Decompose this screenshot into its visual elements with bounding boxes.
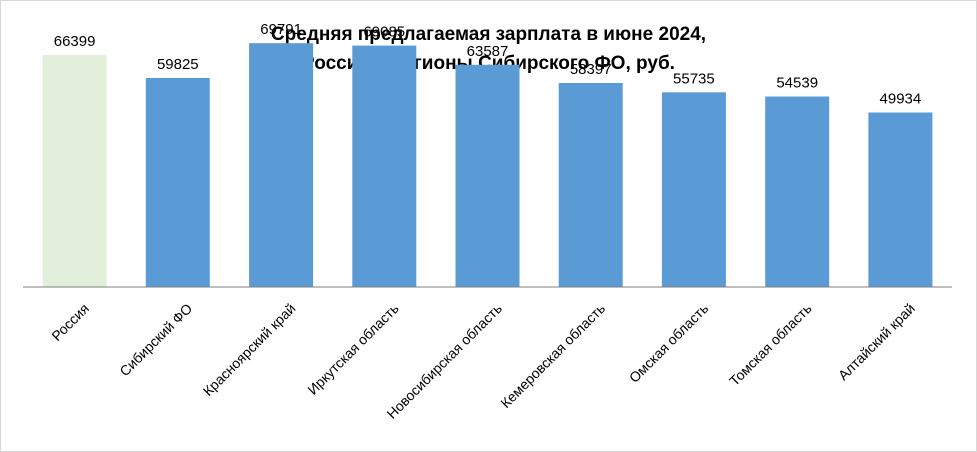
data-label-8: 54539 <box>776 75 818 92</box>
data-label-9: 49934 <box>880 91 922 108</box>
data-label-5: 63587 <box>467 43 509 60</box>
data-label-4: 69085 <box>363 24 405 41</box>
category-label-7: Омская область <box>626 300 712 386</box>
data-label-1: 66399 <box>54 33 96 50</box>
data-label-3: 69791 <box>260 21 302 38</box>
data-label-7: 55735 <box>673 70 715 87</box>
bar-5 <box>455 64 520 287</box>
category-label-8: Томская область <box>726 300 815 389</box>
category-label-9: Алтайский край <box>835 300 918 383</box>
bar-8 <box>765 96 830 287</box>
category-label-6: Кемеровская область <box>497 300 608 411</box>
bar-6 <box>558 83 623 287</box>
category-label-3: Красноярский край <box>200 300 299 399</box>
category-label-4: Иркутская область <box>304 300 402 398</box>
chart-title-line-1: Средняя предлагаемая зарплата в июне 202… <box>270 24 707 45</box>
bar-3 <box>249 43 314 288</box>
bar-4 <box>352 45 417 287</box>
bar-1 <box>42 55 107 287</box>
data-label-6: 58397 <box>570 61 612 78</box>
bar-9 <box>868 112 933 287</box>
category-label-5: Новосибирская область <box>383 300 505 422</box>
category-label-1: Россия <box>48 300 92 344</box>
bar-2 <box>145 78 210 287</box>
data-label-2: 59825 <box>157 56 199 73</box>
category-label-2: Сибирский ФО <box>116 300 195 379</box>
bar-7 <box>661 92 726 287</box>
